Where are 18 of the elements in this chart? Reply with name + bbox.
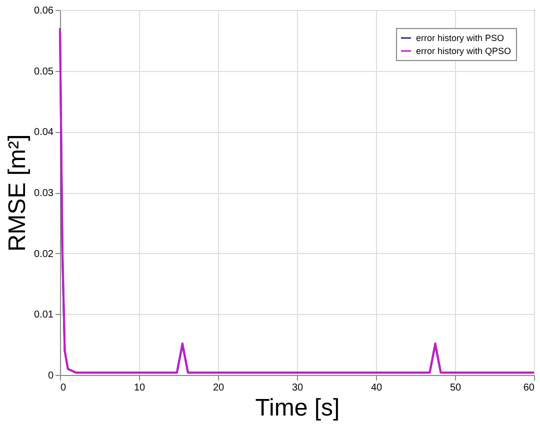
x-tick-label: 60 xyxy=(523,382,535,394)
y-tick-label: 0.06 xyxy=(34,6,54,16)
y-tick-label: 0.03 xyxy=(34,188,54,199)
y-tick-label: 0.02 xyxy=(34,248,54,260)
x-tick-label: 30 xyxy=(292,382,304,394)
x-tick-label: 40 xyxy=(370,382,382,394)
y-tick-label: 0 xyxy=(48,370,54,382)
x-tick-label: 20 xyxy=(212,382,224,394)
y-tick-label: 0.04 xyxy=(34,127,54,138)
legend-label: error history with PSO xyxy=(416,33,504,43)
y-tick-label: 0.01 xyxy=(34,310,54,321)
x-axis-title: Time [s] xyxy=(255,394,340,422)
x-tick-label: 0 xyxy=(60,382,66,394)
x-tick-label: 50 xyxy=(450,382,462,394)
y-axis-title: RMSE [m²] xyxy=(4,134,32,252)
x-tick-label: 10 xyxy=(134,382,146,394)
y-tick-label: 0.05 xyxy=(34,66,54,78)
legend-label: error history with QPSO xyxy=(416,46,512,56)
